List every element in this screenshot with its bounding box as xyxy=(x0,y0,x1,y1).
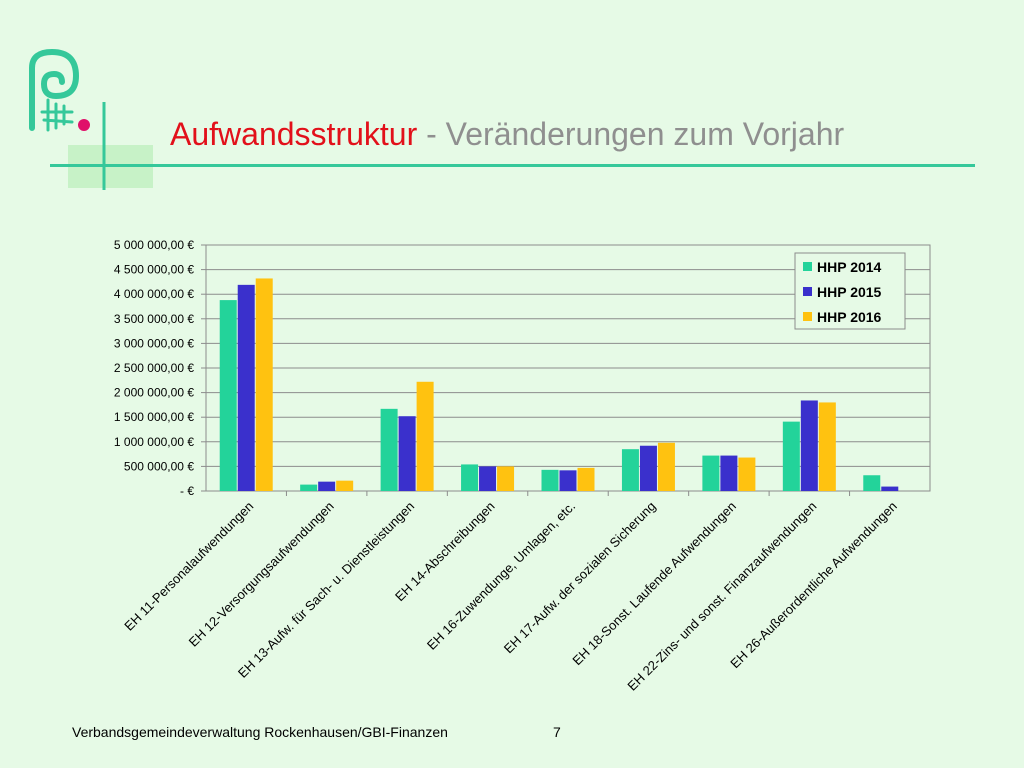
bar xyxy=(219,300,237,491)
y-tick-label: 4 000 000,00 € xyxy=(114,287,194,301)
legend-label: HHP 2014 xyxy=(817,259,882,275)
title-divider xyxy=(50,164,975,167)
bar xyxy=(639,445,657,491)
logo-magenta-dot xyxy=(78,119,90,131)
bar xyxy=(559,470,577,491)
legend-swatch xyxy=(803,312,812,321)
chart-bars xyxy=(219,278,899,491)
y-tick-label: 1 500 000,00 € xyxy=(114,410,194,424)
logo-leaves xyxy=(40,98,74,132)
y-tick-label: 500 000,00 € xyxy=(124,459,194,473)
legend-swatch xyxy=(803,262,812,271)
bar xyxy=(416,381,434,491)
bar xyxy=(497,466,515,491)
bar xyxy=(577,467,595,491)
bar xyxy=(380,408,398,491)
bar xyxy=(479,466,497,491)
y-tick-label: - € xyxy=(180,484,194,498)
x-tick-label: EH 11-Personalaufwendungen xyxy=(121,499,256,634)
bar xyxy=(300,484,318,491)
legend-label: HHP 2016 xyxy=(817,309,882,325)
logo-spiral xyxy=(29,48,80,131)
bar xyxy=(702,455,720,491)
bar xyxy=(398,416,416,491)
y-tick-label: 4 500 000,00 € xyxy=(114,263,194,277)
y-tick-label: 2 000 000,00 € xyxy=(114,386,194,400)
x-tick-label: EH 22-Zins- und sonst. Finanzaufwendunge… xyxy=(624,499,819,694)
bar xyxy=(621,449,639,491)
x-tick-label: EH 12-Versorgungsaufwendungen xyxy=(186,499,337,650)
bar xyxy=(237,284,255,491)
y-tick-label: 3 500 000,00 € xyxy=(114,312,194,326)
legend-label: HHP 2015 xyxy=(817,284,882,300)
y-tick-label: 1 000 000,00 € xyxy=(114,435,194,449)
bar xyxy=(800,400,818,491)
bar xyxy=(461,464,479,491)
bar xyxy=(318,481,336,491)
bar xyxy=(738,457,756,491)
y-tick-label: 5 000 000,00 € xyxy=(114,238,194,252)
x-tick-label: EH 13-Aufw. für Sach- u. Dienstleistunge… xyxy=(235,499,417,681)
chart-legend: HHP 2014 HHP 2015 HHP 2016 xyxy=(794,252,906,330)
title-main: Aufwandsstruktur xyxy=(170,116,418,152)
y-tick-label: 2 500 000,00 € xyxy=(114,361,194,375)
bar xyxy=(720,455,738,491)
y-tick-label: 3 000 000,00 € xyxy=(114,336,194,350)
bar xyxy=(881,486,899,491)
bar xyxy=(255,278,273,491)
legend-swatch xyxy=(803,287,812,296)
bar xyxy=(657,442,675,491)
x-tick-label: EH 18-Sonst. Laufende Aufwendungen xyxy=(569,499,739,669)
bar xyxy=(782,421,800,491)
x-tick-label: EH 16-Zuwendunge, Umlagen, etc. xyxy=(424,499,578,653)
bar xyxy=(336,480,354,491)
bar xyxy=(818,402,836,491)
y-axis-ticks: - € 500 000,00 € 1 000 000,00 € 1 500 000,0… xyxy=(114,238,194,498)
x-tick-label: EH 17-Aufw. der sozialen Sicherung xyxy=(501,499,659,657)
page-title: Aufwandsstruktur - Veränderungen zum Vor… xyxy=(170,116,844,153)
title-subtitle: - Veränderungen zum Vorjahr xyxy=(417,116,845,152)
x-tick-label: EH 26-Außerordentliche Aufwendungen xyxy=(727,499,900,672)
legend-box xyxy=(794,252,906,330)
bar xyxy=(541,469,559,491)
bar xyxy=(863,475,881,491)
footer-text: Verbandsgemeindeverwaltung Rockenhausen/… xyxy=(72,724,448,740)
page-number: 7 xyxy=(553,724,561,740)
